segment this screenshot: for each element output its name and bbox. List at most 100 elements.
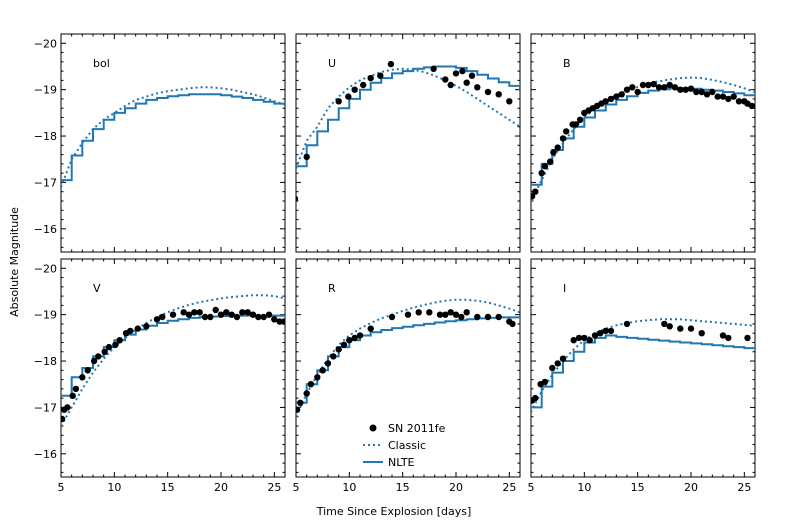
observed-point [575,334,583,342]
panel-label: R [328,282,336,295]
panel-plot-area [531,318,755,413]
observed-point [541,163,549,170]
panel-frame [295,33,521,253]
observed-point [404,311,412,318]
observed-point [719,93,727,100]
series-nlte-step-line [61,93,285,182]
observed-point [377,72,384,79]
observed-point [550,149,557,156]
panel-frame [60,258,286,478]
panel-plot-area [296,60,520,202]
observed-point [618,91,625,98]
observed-point [623,86,631,93]
observed-point [474,84,481,91]
observed-point [244,309,251,316]
observed-point [629,84,636,91]
observed-point [474,313,481,321]
observed-point [570,337,577,344]
observed-point [634,88,641,96]
observed-point [101,348,108,355]
panel-plot-area [61,86,285,188]
observed-point [116,337,123,344]
x-tick-label: 10 [107,481,121,494]
observed-point [714,93,721,100]
x-tick-label: 15 [396,481,410,494]
series-classic-line [61,294,285,427]
observed-point [345,93,352,100]
observed-point [554,144,561,151]
observed-point [271,316,278,323]
panel-U: U [295,33,521,253]
panel-frame [530,258,756,478]
observed-point [388,313,396,321]
panel-B: B [530,33,756,253]
observed-point [607,327,615,335]
observed-point [666,81,673,89]
observed-point [442,76,449,83]
observed-point [346,337,353,344]
observed-point [613,93,620,100]
y-tick-label: −19 [34,84,57,97]
observed-point [330,353,337,360]
observed-point [730,93,737,100]
series-nlte-step-line [531,334,755,409]
observed-point [447,81,454,89]
observed-point [249,311,257,318]
observed-point [64,404,71,411]
observed-point [572,121,579,128]
observed-point [303,390,310,397]
y-tick-label: −16 [34,448,57,461]
observed-point [547,158,554,165]
observed-point [90,357,98,365]
observed-point [586,337,593,344]
x-tick-label: 5 [58,481,65,494]
observed-point [143,323,150,330]
panel-label: bol [93,57,110,70]
y-tick-label: −17 [34,176,57,189]
observed-point [112,341,119,348]
observed-point [159,313,166,321]
observed-point [698,88,705,96]
panel-label: I [563,282,566,295]
x-tick-label: 5 [528,481,535,494]
observed-point [426,309,433,316]
observed-point [84,367,91,374]
observed-point [719,332,727,339]
observed-point [506,98,513,105]
observed-point [169,311,177,318]
series-nlte-step-line [296,65,520,168]
observed-point [335,346,342,353]
observed-point [623,320,631,328]
observed-point [351,86,358,93]
observed-point [228,311,235,318]
observed-point [69,392,76,399]
observed-point [239,309,246,316]
observed-point [463,79,470,86]
x-tick-label: 25 [502,481,516,494]
observed-point [735,98,743,105]
observed-point [61,415,66,423]
x-axis-label: Time Since Explosion [days] [316,505,472,518]
observed-point [223,309,230,316]
observed-point [72,385,80,393]
observed-point [191,309,198,316]
series-nlte-step-line [531,87,755,186]
observed-point [666,323,673,330]
panel-plot-area [531,76,755,202]
observed-point [153,316,161,323]
observed-point [212,306,219,314]
observed-point [447,309,454,316]
series-nlte-step-line [296,316,520,404]
observed-point [748,102,755,110]
x-tick-label: 20 [449,481,463,494]
y-axis-label: Absolute Magnitude [8,207,21,317]
series-classic-line [296,67,520,169]
observed-point [180,309,187,316]
observed-point [639,81,647,89]
observed-point [436,311,444,318]
observed-point [185,311,193,318]
x-tick-label: 15 [161,481,175,494]
panel-R: 5 10 15 20 25 R [293,258,521,494]
x-tick-label: 10 [342,481,356,494]
panel-label: V [93,282,101,295]
